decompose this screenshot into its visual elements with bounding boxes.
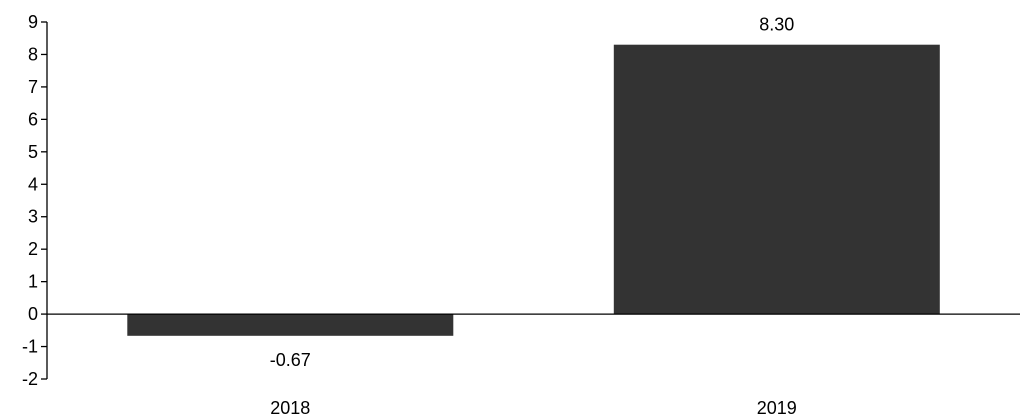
y-tick-label: 6 (28, 109, 38, 129)
y-tick-label: 0 (28, 304, 38, 324)
bar-2019 (613, 44, 940, 315)
data-label-2019: 8.30 (759, 15, 794, 35)
y-tick-label: 5 (28, 142, 38, 162)
y-tick-label: 1 (28, 272, 38, 292)
y-tick-label: 4 (28, 174, 38, 194)
x-tick-label-2018: 2018 (270, 398, 310, 418)
x-tick-label-2019: 2019 (757, 398, 797, 418)
y-tick-label: 2 (28, 239, 38, 259)
bar-2018 (127, 314, 454, 336)
data-label-2018: -0.67 (270, 350, 311, 370)
y-tick-label: 7 (28, 77, 38, 97)
y-tick-label: 9 (28, 12, 38, 32)
y-tick-label: -1 (22, 337, 38, 357)
y-tick-label: -2 (22, 369, 38, 389)
y-tick-label: 8 (28, 45, 38, 65)
y-tick-label: 3 (28, 207, 38, 227)
